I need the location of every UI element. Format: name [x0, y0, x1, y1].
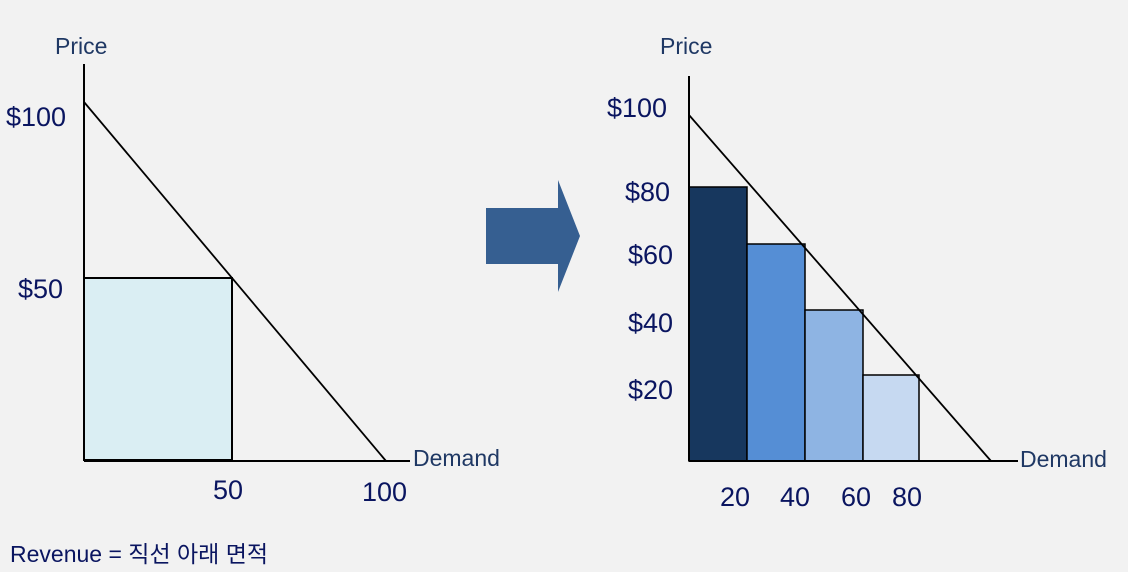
- left-demand-line: [83, 101, 387, 462]
- revenue-rectangle: [83, 277, 233, 461]
- right-y-axis-title: Price: [660, 33, 712, 59]
- right-x-tick-40: 40: [780, 482, 810, 512]
- bar-40: [746, 243, 806, 462]
- left-y-axis-title: Price: [55, 33, 107, 59]
- right-x-axis-title: Demand: [1020, 446, 1107, 472]
- left-x-axis-title: Demand: [413, 445, 500, 471]
- right-demand-line: [688, 114, 992, 462]
- bar-60: [804, 309, 864, 462]
- right-y-tick-60: $60: [628, 240, 673, 270]
- right-x-tick-80: 80: [892, 482, 922, 512]
- left-x-tick-100: 100: [362, 477, 407, 507]
- right-arrow-icon: [486, 180, 580, 292]
- left-y-tick-50: $50: [18, 274, 63, 304]
- bar-80: [862, 374, 920, 462]
- right-y-tick-80: $80: [625, 177, 670, 207]
- right-x-tick-20: 20: [720, 482, 750, 512]
- left-x-tick-50: 50: [213, 475, 243, 505]
- right-chart: Price Demand $100 $80 $60 $40 $20 20 40 …: [607, 33, 1107, 512]
- right-x-tick-60: 60: [841, 482, 871, 512]
- right-y-tick-20: $20: [628, 375, 673, 405]
- left-y-tick-100: $100: [6, 102, 66, 132]
- revenue-caption: Revenue = 직선 아래 면적: [10, 541, 268, 567]
- right-y-tick-40: $40: [628, 308, 673, 338]
- left-chart: Price Demand $100 $50 50 100: [6, 33, 500, 507]
- bar-20: [688, 186, 748, 462]
- right-y-tick-100: $100: [607, 93, 667, 123]
